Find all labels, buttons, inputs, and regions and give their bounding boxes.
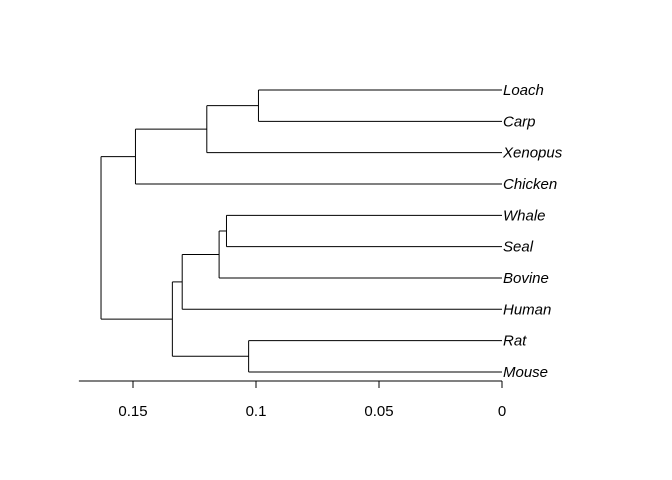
leaf-label-rat: Rat xyxy=(503,333,527,350)
leaf-label-xenopus: Xenopus xyxy=(502,145,563,162)
leaf-labels: Loach Carp Xenopus Chicken Whale Seal Bovine Hu… xyxy=(502,82,563,381)
tick-label-2: 0.05 xyxy=(364,403,393,420)
leaf-label-bovine: Bovine xyxy=(503,270,549,287)
leaf-label-seal: Seal xyxy=(503,239,534,256)
dendrogram-branches xyxy=(100,89,502,373)
leaf-label-loach: Loach xyxy=(503,82,544,99)
leaf-label-chicken: Chicken xyxy=(503,176,557,193)
height-axis: 0.15 0.1 0.05 0 xyxy=(78,380,506,420)
tick-label-0: 0.15 xyxy=(118,403,147,420)
tick-label-1: 0.1 xyxy=(246,403,267,420)
leaf-label-human: Human xyxy=(503,301,551,318)
leaf-label-whale: Whale xyxy=(503,207,546,224)
leaf-label-carp: Carp xyxy=(503,113,536,130)
tick-label-3: 0 xyxy=(498,403,506,420)
leaf-label-mouse: Mouse xyxy=(503,364,548,381)
